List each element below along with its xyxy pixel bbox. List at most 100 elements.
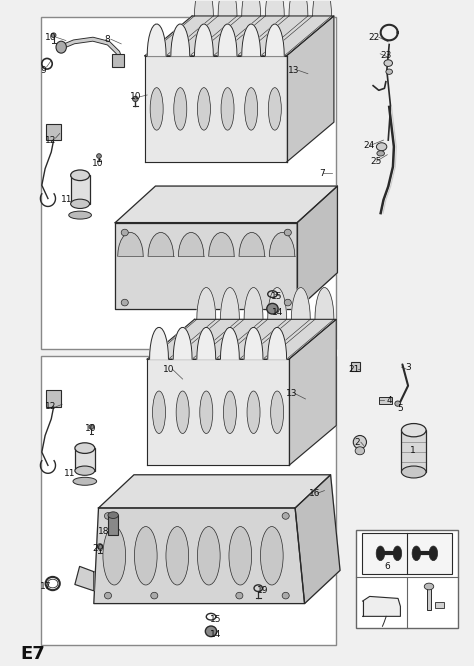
Text: 10: 10 <box>129 93 141 101</box>
Text: 1: 1 <box>410 446 416 456</box>
Bar <box>46 123 61 140</box>
Polygon shape <box>242 24 261 56</box>
Ellipse shape <box>221 88 234 130</box>
Ellipse shape <box>229 527 252 585</box>
Text: 11: 11 <box>64 469 75 478</box>
Polygon shape <box>289 0 308 16</box>
Polygon shape <box>148 232 173 256</box>
Ellipse shape <box>393 546 401 561</box>
Polygon shape <box>242 0 261 16</box>
Ellipse shape <box>75 443 95 454</box>
Polygon shape <box>173 328 192 359</box>
Ellipse shape <box>424 583 434 590</box>
Ellipse shape <box>355 447 365 455</box>
Text: 9: 9 <box>40 66 46 75</box>
Bar <box>46 390 61 407</box>
Text: 25: 25 <box>371 157 382 166</box>
Polygon shape <box>94 508 305 603</box>
Ellipse shape <box>151 592 158 599</box>
Ellipse shape <box>236 592 243 599</box>
Bar <box>71 175 90 204</box>
Polygon shape <box>99 475 330 508</box>
Ellipse shape <box>245 88 258 130</box>
Ellipse shape <box>121 229 128 236</box>
Text: 14: 14 <box>210 630 221 639</box>
Ellipse shape <box>97 543 103 549</box>
Text: 22: 22 <box>368 33 380 42</box>
Ellipse shape <box>284 229 292 236</box>
Ellipse shape <box>150 88 163 130</box>
Text: 18: 18 <box>98 527 109 536</box>
Bar <box>356 529 458 628</box>
Polygon shape <box>265 24 284 56</box>
Text: 20: 20 <box>92 544 103 553</box>
Polygon shape <box>292 288 310 319</box>
Ellipse shape <box>71 170 90 180</box>
Ellipse shape <box>108 512 118 518</box>
Ellipse shape <box>429 546 438 561</box>
Polygon shape <box>209 232 234 256</box>
Polygon shape <box>269 232 295 256</box>
Ellipse shape <box>176 391 189 434</box>
Ellipse shape <box>198 527 220 585</box>
Polygon shape <box>268 328 287 359</box>
Text: 8: 8 <box>104 35 110 44</box>
Ellipse shape <box>56 41 66 53</box>
Ellipse shape <box>103 527 126 585</box>
Text: 15: 15 <box>210 615 221 624</box>
Polygon shape <box>297 186 337 309</box>
Text: 10: 10 <box>45 33 56 42</box>
Ellipse shape <box>282 513 289 519</box>
Polygon shape <box>197 288 216 319</box>
Polygon shape <box>363 597 401 616</box>
Polygon shape <box>218 0 237 16</box>
Polygon shape <box>115 222 297 309</box>
Text: 13: 13 <box>286 389 297 398</box>
Text: 7: 7 <box>319 168 325 178</box>
Text: E7: E7 <box>20 645 46 663</box>
Polygon shape <box>244 328 263 359</box>
Ellipse shape <box>401 466 426 478</box>
Polygon shape <box>178 232 204 256</box>
Text: 11: 11 <box>61 195 73 204</box>
Ellipse shape <box>200 391 213 434</box>
Bar <box>351 362 360 371</box>
Ellipse shape <box>247 391 260 434</box>
Text: 24: 24 <box>364 141 375 150</box>
Ellipse shape <box>166 527 189 585</box>
Polygon shape <box>313 0 331 16</box>
Bar <box>379 397 392 404</box>
Polygon shape <box>118 232 143 256</box>
Ellipse shape <box>284 299 292 306</box>
Text: 15: 15 <box>272 292 283 300</box>
Polygon shape <box>150 328 168 359</box>
Bar <box>435 603 444 607</box>
Text: 12: 12 <box>45 136 56 145</box>
Ellipse shape <box>73 478 97 486</box>
Ellipse shape <box>376 143 387 151</box>
Ellipse shape <box>153 391 165 434</box>
Polygon shape <box>147 24 166 56</box>
Text: 10: 10 <box>92 159 103 168</box>
Polygon shape <box>197 328 216 359</box>
Bar <box>427 587 431 609</box>
Polygon shape <box>218 24 237 56</box>
Ellipse shape <box>268 88 281 130</box>
Text: 5: 5 <box>397 404 403 414</box>
Polygon shape <box>75 566 94 591</box>
Bar <box>109 515 118 535</box>
Ellipse shape <box>353 436 366 449</box>
Ellipse shape <box>282 592 289 599</box>
Text: 23: 23 <box>380 51 392 60</box>
Polygon shape <box>171 24 190 56</box>
Polygon shape <box>244 288 263 319</box>
Text: 13: 13 <box>288 66 300 75</box>
Polygon shape <box>147 359 289 466</box>
Polygon shape <box>315 288 334 319</box>
Ellipse shape <box>104 592 111 599</box>
Polygon shape <box>147 319 336 359</box>
Ellipse shape <box>97 154 101 159</box>
Text: 21: 21 <box>348 364 360 374</box>
Polygon shape <box>265 0 284 16</box>
Bar <box>41 356 336 645</box>
